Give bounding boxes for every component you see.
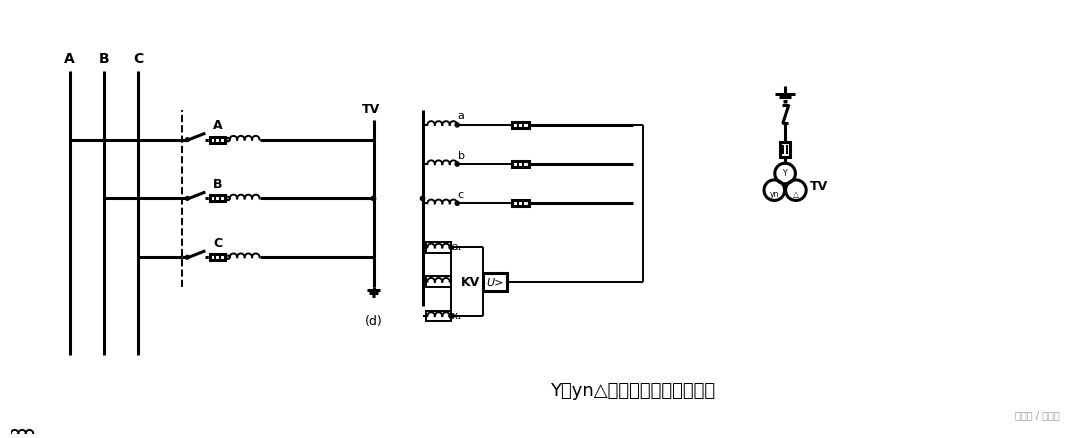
Bar [483, 273, 507, 291]
Text: C: C [214, 237, 222, 249]
Text: TV: TV [362, 103, 379, 116]
Text: A: A [64, 52, 75, 66]
Bar [426, 277, 451, 287]
Bar [512, 123, 529, 129]
Text: U>: U> [486, 277, 504, 287]
Text: Y，yn△三相五柱式电压互感器: Y，yn△三相五柱式电压互感器 [549, 381, 715, 399]
Text: a₁: a₁ [451, 242, 462, 252]
Text: Y: Y [783, 169, 787, 178]
Text: KV: KV [461, 276, 481, 289]
Bar [210, 138, 225, 143]
Bar [210, 254, 225, 261]
Text: b: b [458, 150, 464, 160]
Text: A: A [213, 119, 222, 132]
Bar [512, 201, 529, 207]
Text: B: B [213, 178, 222, 191]
Bar [426, 243, 451, 253]
Text: △: △ [792, 190, 799, 198]
Text: C: C [133, 52, 144, 66]
Text: TV: TV [810, 180, 827, 193]
Bar [426, 311, 451, 321]
Circle shape [421, 197, 425, 201]
Circle shape [372, 197, 376, 201]
Text: x₁: x₁ [451, 310, 462, 320]
Text: yn: yn [770, 190, 779, 198]
Bar [512, 162, 529, 168]
Text: c: c [458, 190, 464, 199]
Text: a: a [458, 111, 464, 121]
Text: 头条号 / 电力宝: 头条号 / 电力宝 [1015, 409, 1059, 419]
Text: B: B [99, 52, 109, 66]
Bar [210, 196, 225, 202]
Text: (d): (d) [365, 314, 383, 328]
Bar [779, 142, 790, 158]
